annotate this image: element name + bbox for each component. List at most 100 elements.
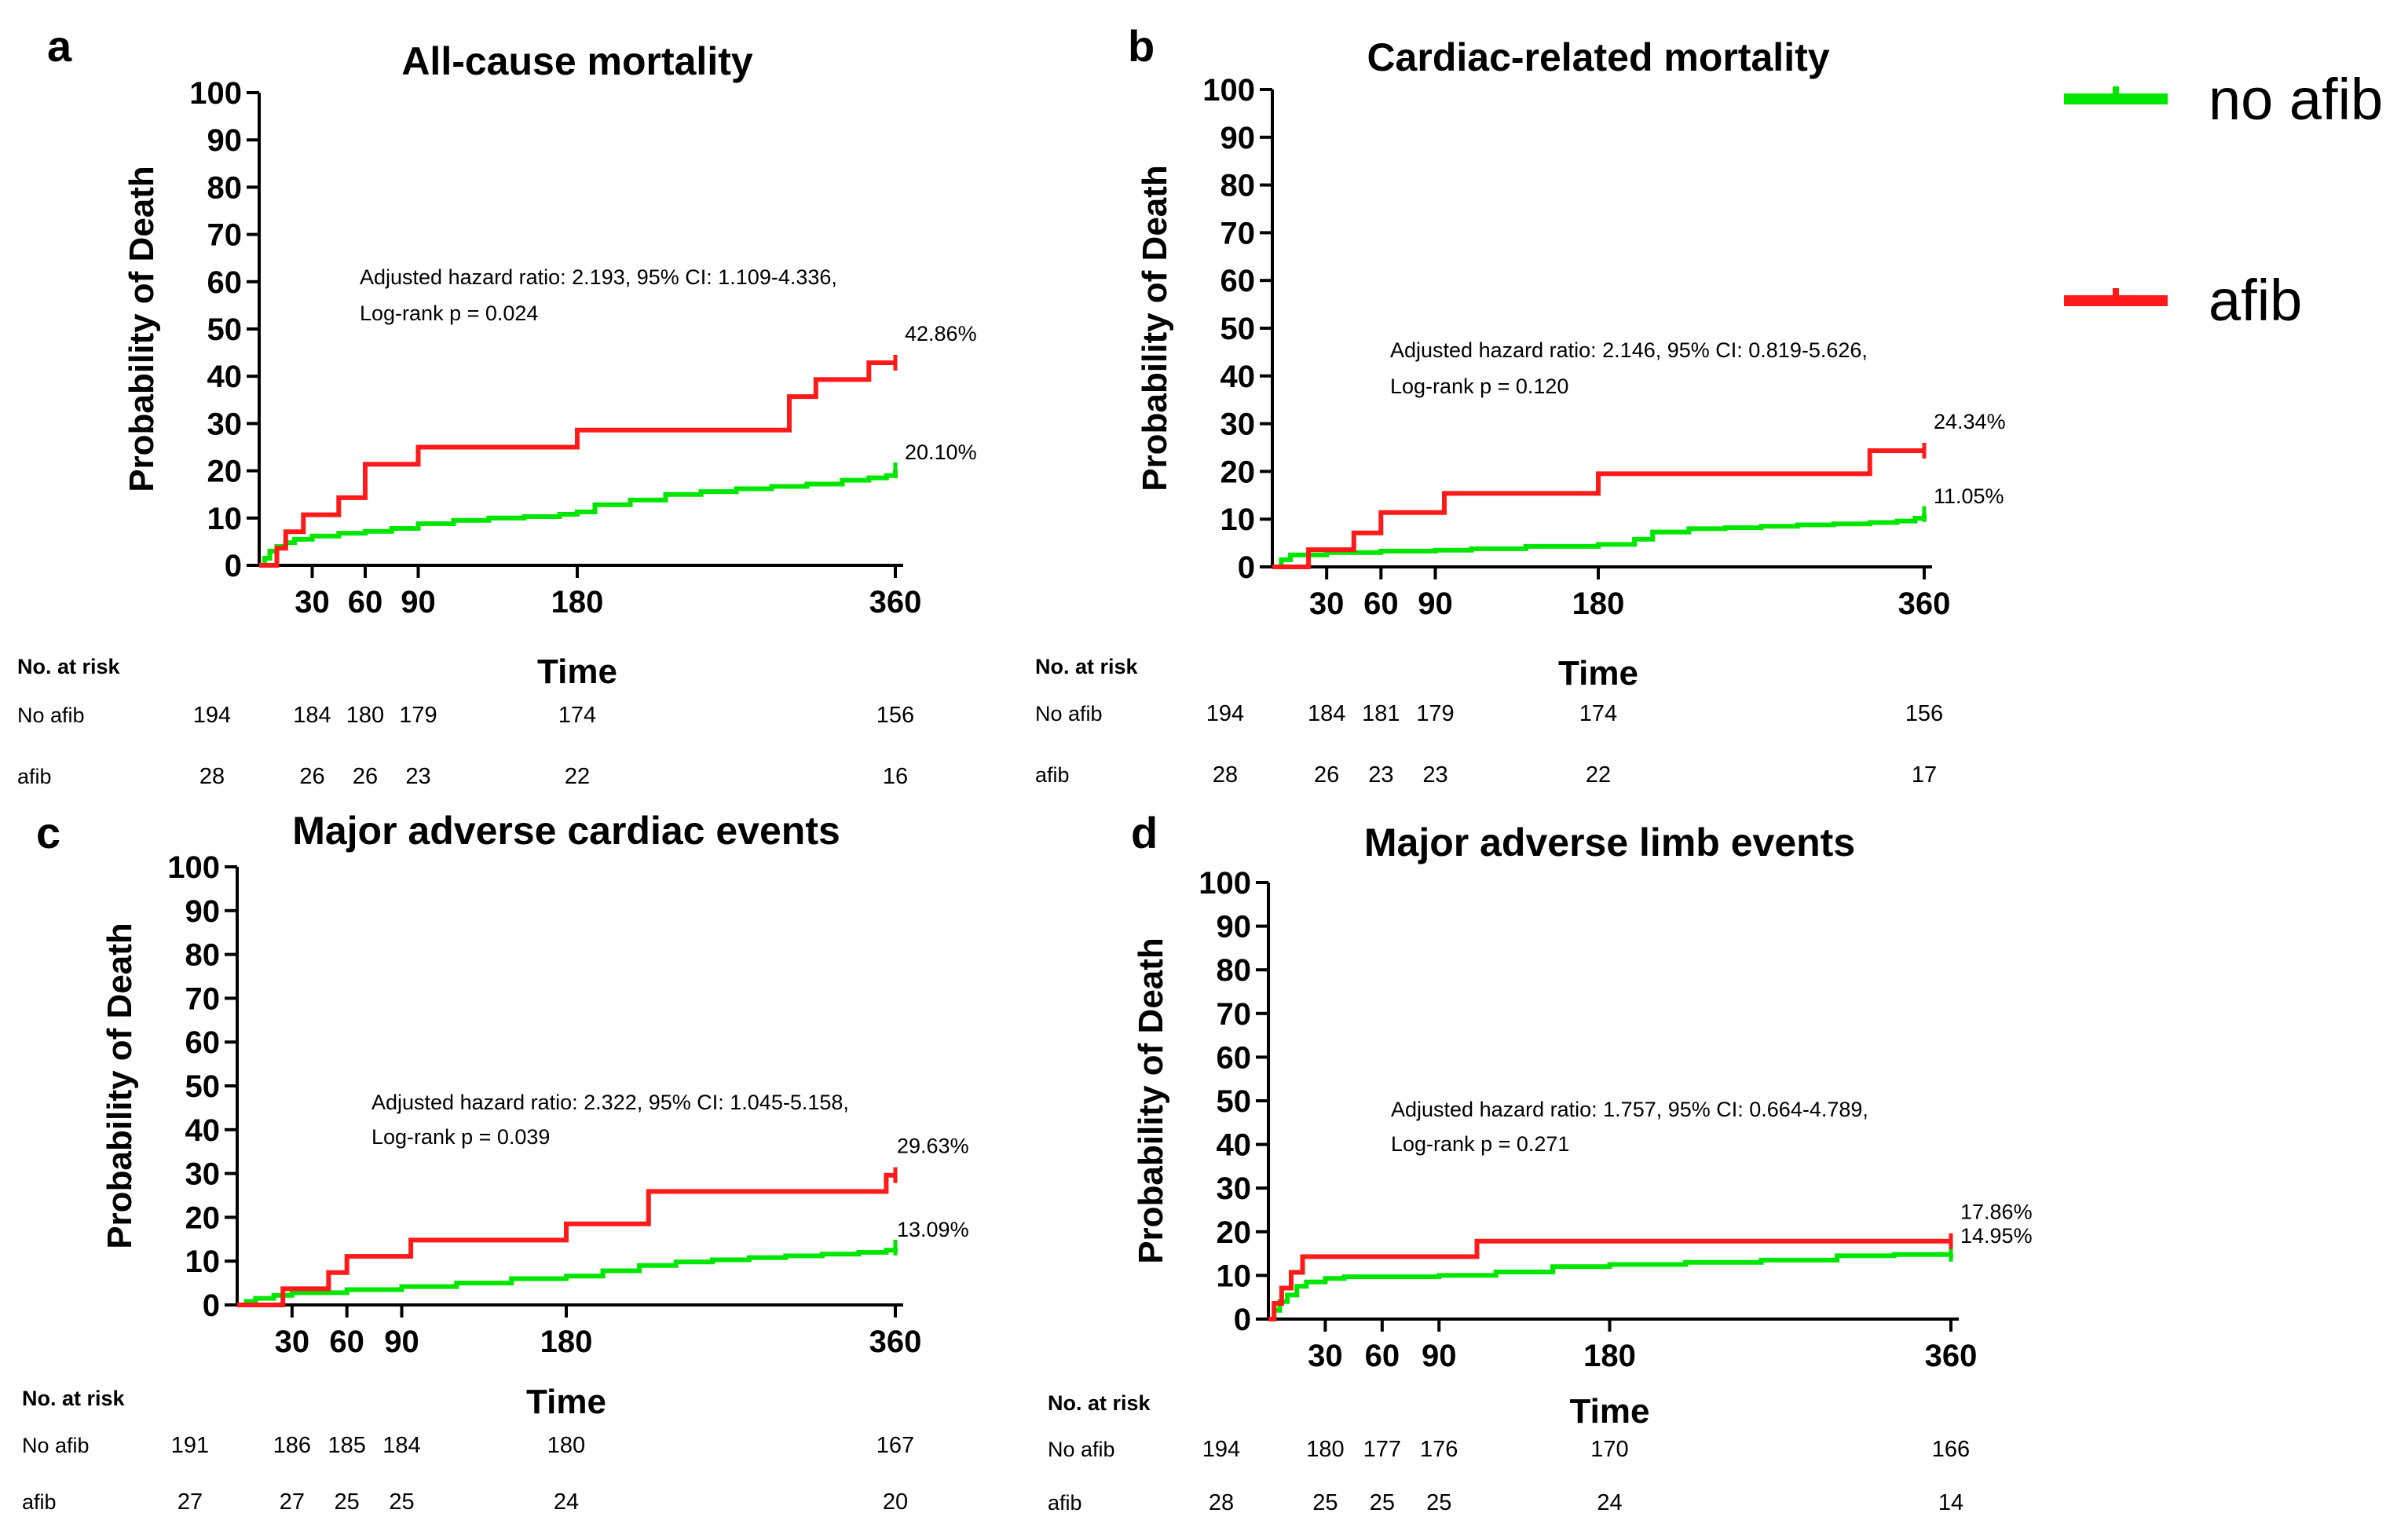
y-tick-label: 80 [1220, 169, 1256, 203]
y-tick-label: 100 [1202, 73, 1255, 108]
panel-d: d Major adverse limb events 0 10 20 30 40 50 60 7… [1048, 808, 2033, 1515]
y-tick-label: 100 [189, 76, 242, 111]
risk-value-no-afib: 176 [1420, 1437, 1458, 1462]
risk-value-afib: 28 [1209, 1490, 1234, 1515]
risk-value-afib: 26 [353, 764, 378, 789]
hazard-ratio-annotation: Adjusted hazard ratio: 2.146, 95% CI: 0.… [1390, 338, 1868, 362]
hazard-ratio-annotation: Log-rank p = 0.271 [1391, 1132, 1569, 1156]
risk-value-afib: 26 [1314, 762, 1339, 788]
x-tick-label: 30 [1308, 1339, 1343, 1373]
y-tick-label: 90 [185, 894, 221, 929]
end-value-label: 42.86% [905, 322, 977, 345]
y-tick-label: 90 [207, 123, 243, 158]
x-axis-label: Time [537, 652, 617, 691]
risk-row-label: No afib [22, 1434, 90, 1457]
y-tick-label: 30 [185, 1157, 221, 1192]
risk-value-afib: 26 [299, 764, 324, 789]
x-tick-label: 30 [1309, 587, 1345, 621]
x-tick-label: 90 [384, 1325, 419, 1359]
y-tick-label: 30 [1217, 1171, 1252, 1206]
series-line-no-afib [259, 470, 898, 568]
risk-value-no-afib: 174 [1579, 701, 1617, 726]
end-value-label: 24.34% [1934, 410, 2006, 433]
chart-title: Cardiac-related mortality [1367, 35, 1829, 79]
risk-value-no-afib: 181 [1362, 701, 1400, 726]
legend-label: afib [2209, 268, 2302, 333]
x-axis-label: Time [1570, 1392, 1650, 1431]
x-tick-label: 30 [275, 1325, 310, 1359]
risk-value-no-afib: 180 [1306, 1437, 1344, 1462]
end-value-label: 20.10% [905, 440, 977, 464]
series-line-no-afib [1268, 1252, 1953, 1321]
risk-value-afib: 20 [883, 1489, 908, 1515]
risk-value-afib: 23 [405, 764, 430, 789]
risk-value-afib: 16 [883, 764, 908, 789]
x-axis-label: Time [1558, 654, 1638, 693]
risk-value-afib: 28 [199, 764, 225, 789]
risk-value-no-afib: 184 [1308, 701, 1345, 726]
x-tick-label: 360 [869, 1325, 922, 1359]
series-line-no-afib [1272, 513, 1927, 569]
y-tick-label: 70 [185, 981, 221, 1016]
y-tick-label: 90 [1217, 910, 1252, 945]
y-tick-label: 60 [185, 1025, 221, 1060]
risk-value-afib: 24 [554, 1489, 579, 1515]
risk-value-no-afib: 156 [1905, 701, 1943, 726]
y-tick-label: 50 [207, 312, 243, 347]
x-tick-label: 180 [551, 585, 604, 619]
risk-row-label: No afib [1035, 702, 1103, 725]
x-tick-label: 180 [1572, 587, 1625, 621]
risk-table-header: No. at risk [22, 1387, 126, 1410]
y-tick-label: 70 [1217, 997, 1252, 1032]
x-tick-label: 30 [295, 585, 330, 619]
y-tick-label: 30 [207, 407, 243, 441]
risk-value-afib: 14 [1938, 1490, 1963, 1515]
risk-row-label: afib [17, 765, 52, 788]
risk-value-afib: 25 [1426, 1490, 1451, 1515]
risk-value-no-afib: 184 [293, 703, 331, 728]
chart-title: All-cause mortality [401, 39, 753, 83]
y-tick-label: 80 [207, 170, 243, 205]
risk-value-no-afib: 194 [193, 703, 231, 728]
panel-a: a All-cause mortality 0 10 20 30 40 50 60 70 80 90 1… [17, 21, 977, 789]
series-line-no-afib [237, 1248, 898, 1307]
panel-letter: d [1131, 808, 1158, 857]
y-tick-label: 0 [225, 549, 242, 583]
y-axis-label: Probability of Death [1136, 165, 1174, 492]
y-axis-label: Probability of Death [123, 166, 161, 492]
y-tick-label: 40 [207, 360, 243, 394]
end-value-label: 17.86% [1960, 1201, 2033, 1224]
risk-row-label: No afib [17, 704, 85, 727]
risk-value-afib: 25 [1312, 1490, 1338, 1515]
y-tick-label: 20 [1217, 1215, 1252, 1250]
y-tick-label: 10 [207, 502, 243, 536]
series-line-afib [237, 1172, 895, 1307]
y-tick-label: 60 [1220, 264, 1256, 298]
x-tick-label: 90 [1422, 1339, 1457, 1373]
risk-value-afib: 28 [1213, 762, 1238, 788]
risk-value-afib: 27 [280, 1489, 305, 1515]
panel-c: c Major adverse cardiac events 0 10 20 30 40 50… [22, 808, 969, 1515]
risk-value-no-afib: 180 [346, 703, 384, 728]
x-axis-label: Time [526, 1383, 606, 1421]
y-tick-label: 40 [1220, 360, 1256, 394]
y-tick-label: 10 [185, 1244, 221, 1279]
panel-letter: b [1128, 21, 1155, 71]
y-axis-label: Probability of Death [1132, 937, 1170, 1264]
risk-value-no-afib: 180 [547, 1433, 585, 1458]
x-tick-label: 60 [329, 1325, 364, 1359]
y-tick-label: 100 [167, 850, 220, 885]
risk-value-afib: 23 [1422, 762, 1447, 788]
y-tick-label: 20 [185, 1201, 221, 1235]
x-tick-label: 90 [1418, 587, 1453, 621]
risk-value-no-afib: 194 [1202, 1437, 1240, 1462]
hazard-ratio-annotation: Adjusted hazard ratio: 2.322, 95% CI: 1.… [371, 1091, 849, 1114]
y-axis-label: Probability of Death [101, 923, 139, 1249]
x-tick-label: 180 [1583, 1339, 1636, 1373]
y-tick-label: 90 [1220, 121, 1256, 155]
risk-value-no-afib: 170 [1590, 1437, 1628, 1462]
end-value-label: 11.05% [1934, 484, 2004, 508]
y-tick-label: 50 [1220, 312, 1256, 346]
risk-value-afib: 22 [565, 764, 590, 789]
